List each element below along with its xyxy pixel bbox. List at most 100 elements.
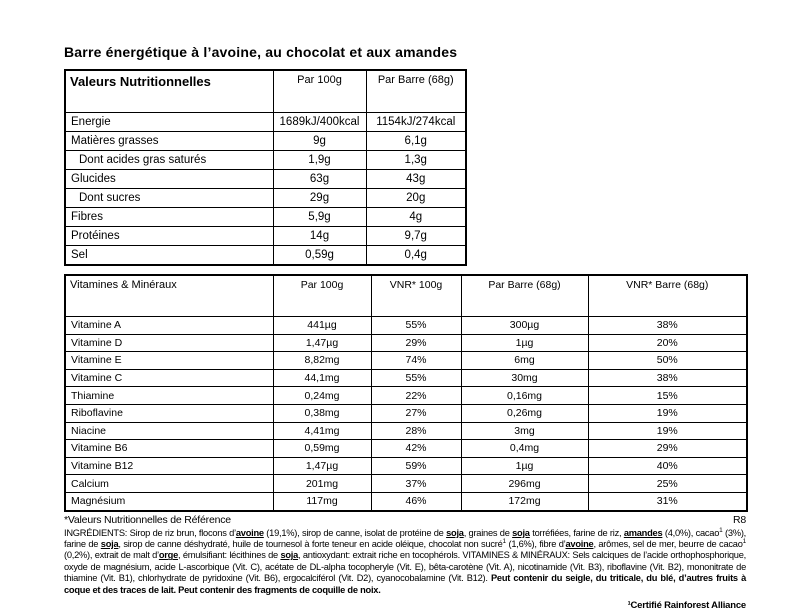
- table-row: Fibres 5,9g 4g: [64, 207, 467, 227]
- ingredient-text-segment: amandes: [623, 527, 663, 538]
- ingredient-text-segment: (19,1%), sirop de canne, isolat de proté…: [263, 527, 447, 538]
- row-label: Energie: [64, 112, 274, 132]
- row-label: Vitamine A: [64, 316, 274, 335]
- column-header-par-100g: Par 100g: [272, 69, 367, 113]
- ingredient-text-segment: soja: [280, 550, 299, 561]
- row-label: Vitamine E: [64, 351, 274, 370]
- row-label: Vitamine B6: [64, 439, 274, 458]
- value-per-bar: 1154kJ/274kcal: [365, 112, 467, 132]
- value-vnr-100g: 27%: [370, 403, 462, 423]
- table-row: Calcium 201mg 37% 296mg 25%: [64, 474, 748, 493]
- vitamins-table-body: Vitamine A 441µg 55% 300µg 38% Vitamine D 1,47…: [64, 316, 748, 512]
- column-header-par-100g: Par 100g: [272, 274, 372, 317]
- table-row: Vitamine B6 0,59mg 42% 0,4mg 29%: [64, 439, 748, 458]
- table-row: Glucides 63g 43g: [64, 169, 467, 189]
- value-per-bar: 9,7g: [365, 226, 467, 246]
- nutrition-table: Valeurs Nutritionnelles Par 100g Par Bar…: [64, 69, 467, 266]
- column-header-par-barre: Par Barre (68g): [365, 69, 467, 113]
- ingredient-text-segment: INGRÉDIENTS: Sirop de riz brun, flocons …: [64, 527, 236, 538]
- value-per-bar: 3mg: [460, 421, 589, 441]
- table-row: Vitamine A 441µg 55% 300µg 38%: [64, 316, 748, 335]
- ingredient-text-segment: 1: [742, 537, 747, 545]
- value-per-bar: 1,3g: [365, 150, 467, 170]
- value-per-bar: 296mg: [460, 474, 589, 493]
- value-per-100g: 14g: [272, 226, 367, 246]
- value-per-100g: 0,38mg: [272, 403, 372, 423]
- ingredient-text-segment: , antioxydant: extrait riche en tocophér…: [64, 550, 746, 584]
- value-per-100g: 0,24mg: [272, 386, 372, 405]
- ingredient-text-segment: soja: [446, 527, 464, 538]
- ingredients-paragraph: INGRÉDIENTS: Sirop de riz brun, flocons …: [64, 526, 747, 596]
- row-label: Protéines: [64, 226, 274, 246]
- table-row: Riboflavine 0,38mg 27% 0,26mg 19%: [64, 403, 748, 423]
- value-per-bar: 30mg: [460, 368, 589, 388]
- row-label: Vitamine D: [64, 333, 274, 353]
- value-per-100g: 117mg: [272, 491, 372, 512]
- value-per-bar: 0,26mg: [460, 403, 589, 423]
- value-per-bar: 6mg: [460, 351, 589, 370]
- row-label: Glucides: [64, 169, 274, 189]
- value-vnr-100g: 59%: [370, 456, 462, 476]
- row-label: Niacine: [64, 421, 274, 441]
- value-per-bar: 0,16mg: [460, 386, 589, 405]
- value-per-100g: 63g: [272, 169, 367, 189]
- row-label: Matières grasses: [64, 131, 274, 151]
- value-per-100g: 441µg: [272, 316, 372, 335]
- column-header-vnr-barre: VNR* Barre (68g): [587, 274, 748, 317]
- ingredient-text-segment: soja: [512, 527, 530, 538]
- value-vnr-100g: 55%: [370, 316, 462, 335]
- value-per-100g: 9g: [272, 131, 367, 151]
- value-per-100g: 4,41mg: [272, 421, 372, 441]
- value-per-bar: 1µg: [460, 456, 589, 476]
- table-row: Matières grasses 9g 6,1g: [64, 131, 467, 151]
- nutrition-label: Barre énergétique à l’avoine, au chocola…: [64, 44, 748, 611]
- value-per-100g: 44,1mg: [272, 368, 372, 388]
- table-row: Sel 0,59g 0,4g: [64, 245, 467, 266]
- ingredient-text-segment: 1: [719, 526, 723, 534]
- vitamins-table-header-row: Vitamines & Minéraux Par 100g VNR* 100g …: [64, 274, 748, 317]
- value-per-100g: 5,9g: [272, 207, 367, 227]
- value-vnr-bar: 19%: [587, 403, 748, 423]
- row-label: Sel: [64, 245, 274, 266]
- value-per-bar: 172mg: [460, 491, 589, 512]
- value-per-bar: 20g: [365, 188, 467, 208]
- value-vnr-100g: 37%: [370, 474, 462, 493]
- value-per-100g: 1,47µg: [272, 333, 372, 353]
- table-row: Dont sucres 29g 20g: [64, 188, 467, 208]
- row-label: Vitamine C: [64, 368, 274, 388]
- value-vnr-bar: 38%: [587, 316, 748, 335]
- table-row: Magnésium 117mg 46% 172mg 31%: [64, 491, 748, 512]
- value-vnr-bar: 29%: [587, 439, 748, 458]
- table-row: Vitamine E 8,82mg 74% 6mg 50%: [64, 351, 748, 370]
- vitamins-table: Vitamines & Minéraux Par 100g VNR* 100g …: [64, 274, 748, 512]
- ingredient-text-segment: , émulsifiant: lécithines de: [178, 550, 281, 561]
- row-label: Calcium: [64, 474, 274, 493]
- ingredient-text-segment: avoine: [235, 527, 264, 538]
- ingredient-text-segment: , arômes, sel de mer, beurre de cacao: [593, 538, 743, 549]
- value-per-100g: 201mg: [272, 474, 372, 493]
- row-label: Magnésium: [64, 491, 274, 512]
- value-per-bar: 6,1g: [365, 131, 467, 151]
- ingredient-text-segment: Peut contenir du seigle, du triticale, d…: [64, 573, 746, 595]
- ingredient-text-segment: , graines de: [463, 527, 513, 538]
- value-per-100g: 1,9g: [272, 150, 367, 170]
- value-per-bar: 4g: [365, 207, 467, 227]
- value-vnr-bar: 25%: [587, 474, 748, 493]
- value-per-100g: 1689kJ/400kcal: [272, 112, 367, 132]
- ingredient-text-segment: soja: [100, 538, 119, 549]
- row-label: Riboflavine: [64, 403, 274, 423]
- ingredient-text-segment: (0,2%), extrait de malt d’: [64, 550, 159, 561]
- value-vnr-bar: 50%: [587, 351, 748, 370]
- value-vnr-bar: 19%: [587, 421, 748, 441]
- value-vnr-100g: 46%: [370, 491, 462, 512]
- value-vnr-100g: 22%: [370, 386, 462, 405]
- table-row: Niacine 4,41mg 28% 3mg 19%: [64, 421, 748, 441]
- column-header-valeurs-nutritionnelles: Valeurs Nutritionnelles: [64, 69, 274, 113]
- table-row: Vitamine C 44,1mg 55% 30mg 38%: [64, 368, 748, 388]
- column-header-vnr-100g: VNR* 100g: [370, 274, 462, 317]
- table-row: Thiamine 0,24mg 22% 0,16mg 15%: [64, 386, 748, 405]
- table-row: Energie 1689kJ/400kcal 1154kJ/274kcal: [64, 112, 467, 132]
- table-row: Vitamine B12 1,47µg 59% 1µg 40%: [64, 456, 748, 476]
- column-header-par-barre: Par Barre (68g): [460, 274, 589, 317]
- value-vnr-100g: 29%: [370, 333, 462, 353]
